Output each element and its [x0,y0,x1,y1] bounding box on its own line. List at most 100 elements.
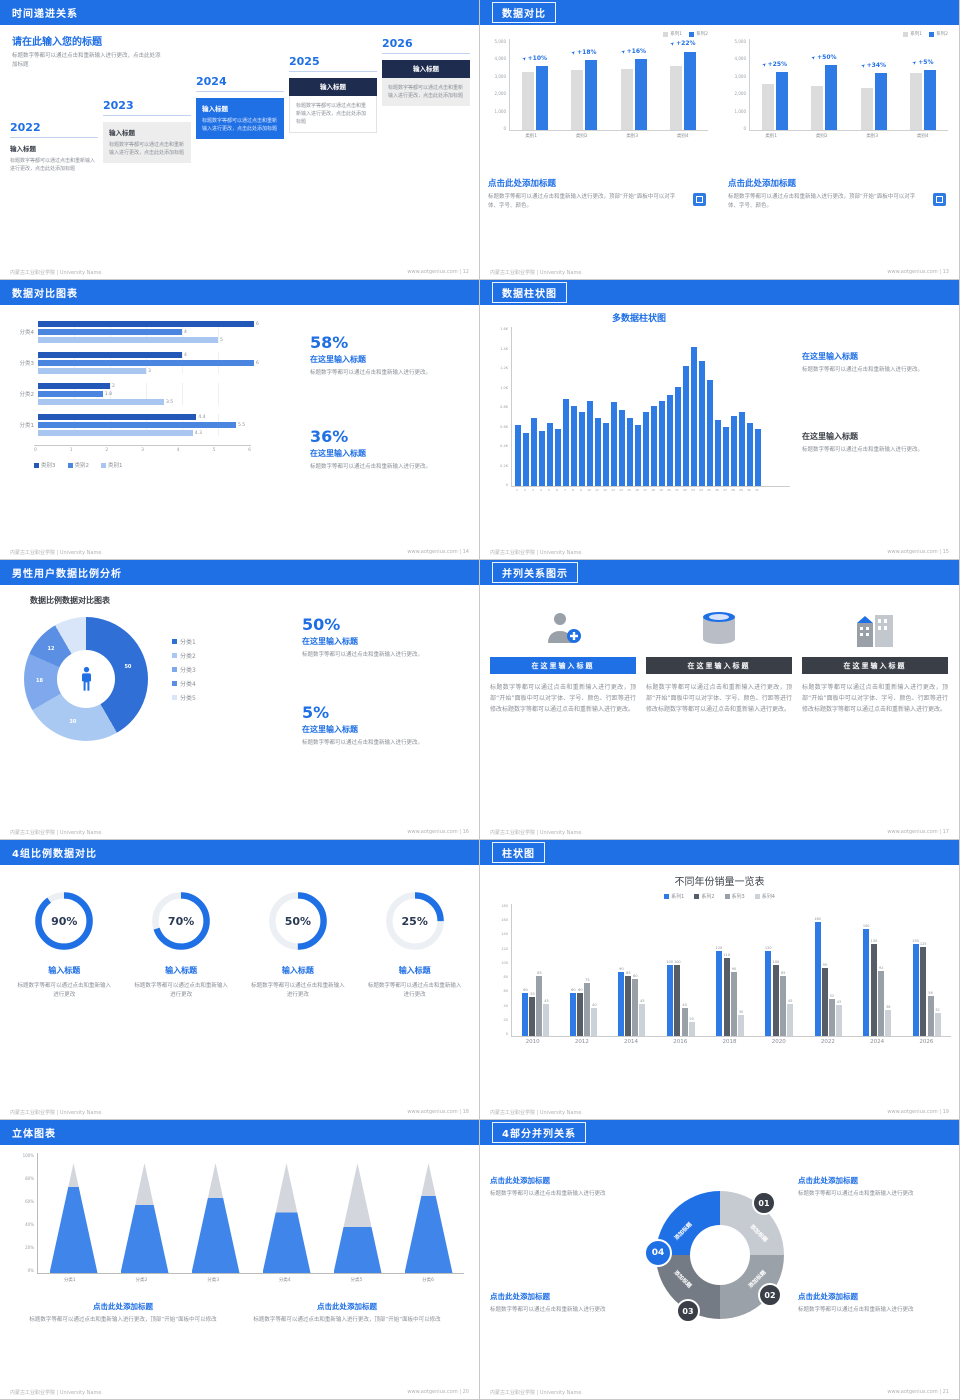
slide-21-four-part-relation[interactable]: 4部分并列关系 添加标题 添加标题 添加标题 添加标题 01 02 03 04 … [480,1120,959,1399]
x-tick-label: 6 [556,488,558,492]
legend-item: 系列1 [663,31,682,37]
slide-15-column-chart[interactable]: 数据柱状图 多数据柱状图 1.6K 1.4K 1.2K 1.0K 0.8K 0.6K 0.4K… [480,280,959,559]
delta-label: ➤+16% [620,48,646,56]
footer-page-number: 19 [942,1109,949,1115]
slide-16-donut-analysis[interactable]: 男性用户数据比例分析 数据比例数据对比图表 50 30 18 12 分类1 分类2 分类3… [0,560,479,839]
timeline-card-title: 输入标题 [289,78,377,97]
delta-label: ➤+5% [912,59,934,67]
stat-percentage: 50% [302,615,341,634]
series2-bar [684,51,697,130]
legend-label: 系列1 [670,32,683,37]
caption-heading: 在这里输入标题 [802,352,858,361]
x-tick-label: 分类5 [350,1278,363,1283]
column-bar [603,423,609,486]
caption-text: 标题数字等都可以通过点击和重新输入进行更改，顶部“开始”面板中可以修改 [253,1317,441,1323]
bar [584,982,591,1036]
x-tick-label: 30 [747,488,751,492]
database-icon [646,601,792,657]
bar-row: 3 [38,368,254,374]
series1-bar [571,70,584,130]
value-label: 4.4 [198,414,206,420]
value-label: 130 [870,938,878,943]
y-tick-label: 1.0K [500,385,508,390]
bar-with-label: 60 [522,988,529,1036]
number-badge-04: 04 [644,1239,672,1267]
footer-page-number: 18 [462,1109,469,1115]
footer-organization: 内蒙古工业职业学院 | University Name [490,269,582,276]
caption-text: 标题数字等都可以通过点击和重新输入进行更改。 [802,367,924,373]
slide-19-grouped-columns[interactable]: 柱状图 不同年份销量一览表 系列1 系列2 系列3 系列4 180 160 140 120 1… [480,840,959,1119]
donut-chart: 50 30 18 12 [24,617,148,741]
slide-body: 添加标题 添加标题 添加标题 添加标题 01 02 03 04 点击此处添加标题… [480,1145,959,1385]
bar-with-label: 120 [765,946,772,1036]
bar-row: 1.8 [38,391,254,397]
bar-with-label: 130 [912,939,919,1036]
series1-bar [860,87,873,130]
x-axis: 1 2 3 4 5 6 7 8 9 10 11 12 13 14 15 16 17 18 19 20 21 22 23 24 2… [511,487,790,492]
y-tick-label: 1.6K [500,327,508,331]
slide-14-comparison-chart[interactable]: 数据对比图表 分类4 6 4 5 分类3 4 6 3 分类2 2 1.8 3.5 分类1 4.4 5.5 4.… [0,280,479,559]
y-tick-label: 2,000 [734,91,746,97]
bar-with-label: 20 [688,1017,695,1036]
legend-label: 分类4 [180,681,196,688]
x-tick-label: 20 [667,488,671,492]
legend-label: 类别1 [108,463,123,469]
bar [737,1014,744,1036]
hbar [38,391,103,397]
stat-heading: 在这里输入标题 [310,449,366,458]
x-tick-label: 2026 [919,1039,934,1045]
slide-header: 男性用户数据比例分析 [0,560,479,585]
x-tick-label: 5 [212,448,216,453]
footer-site-page: www.aotgenius.com | 21 [887,1389,949,1395]
column-text: 标题数字等都可以通过点击和重新输入进行更改，顶部“开始”面板中可以对字体、字号、… [646,684,792,713]
bar [772,964,779,1036]
y-axis: 180 160 140 120 100 80 60 40 20 0 [492,904,511,1036]
value-label: 32 [935,1008,940,1013]
bar-group: 90 85 80 45 [618,967,646,1036]
slide-17-parallel-relations[interactable]: 并列关系图示 在这里输入标题 标题数字等都可以通过点击和重新输入进行更改，顶部“… [480,560,959,839]
timeline-card: 输入标题 标题数字等都可以通过点击和重新输入进行更改，点击此处添加标题 [103,122,191,164]
legend-item: 系列2 [694,893,715,900]
y-tick-label: 100% [22,1153,34,1158]
chart-title: 数据比例数据对比图表 [30,596,110,605]
footer-separator: | [937,829,943,835]
legend-swatch [694,894,700,899]
delta-label: ➤+34% [860,62,886,70]
series1-bar [811,86,824,130]
category-row: 分类4 6 4 5 [10,321,259,343]
category-label: 分类4 [19,330,35,336]
bar-with-label: 32 [934,1008,941,1036]
slide-header: 数据柱状图 [480,280,959,305]
progress-ring: 50% [266,889,330,953]
slide-18-ratio-rings[interactable]: 4组比例数据对比 90% 输入标题 标题数字等都可以通过点击和重新输入进行更改 70%… [0,840,479,1119]
caption-heading: 点击此处添加标题 [317,1302,377,1311]
x-tick-label: 1 [69,448,73,453]
hbar [38,329,182,335]
footer-site-page: www.aotgenius.com | 15 [887,549,949,555]
chart-title: 多数据柱状图 [611,314,666,324]
caption-heading: 点击此处添加标题 [490,1292,550,1301]
bar-with-label: 60 [570,988,577,1036]
slide-13-data-comparison[interactable]: 数据对比 系列1 系列2 5,000 4,000 3,000 2,000 1,000 0 ➤+1… [480,0,959,279]
legend-label: 系列1 [910,32,923,37]
y-tick-label: 2,000 [494,91,506,97]
series1-bar [761,83,774,130]
y-tick-label: 0 [505,1031,508,1036]
legend-label: 分类2 [180,653,196,660]
legend-item: 类别2 [67,461,89,469]
slide-20-cone-chart[interactable]: 立体图表 100% 80% 60% 40% 20% 0% 分类1 分类2 分类3 分类4 分类5 分类… [0,1120,479,1399]
delta-label: ➤+18% [570,49,596,57]
bar-with-label: 100 [666,960,673,1036]
bar-with-label: 90 [730,967,737,1036]
legend-item: 系列4 [754,893,775,900]
category-bars: 2 1.8 3.5 [38,383,254,405]
slide-title: 4部分并列关系 [492,1122,586,1143]
value-label: 120 [715,945,723,950]
category-bars: 4.4 5.5 4.3 [38,414,254,436]
y-tick-label: 0% [27,1268,34,1273]
slide-12-timeline[interactable]: 时间递进关系 请在此输入您的标题 标题数字等都可以通过点击和重新输入进行更改，点… [0,0,479,279]
value-label: 5 [220,337,223,343]
bar-with-label: 75 [584,978,591,1036]
chart-legend: 系列1 系列2 系列3 系列4 [480,893,959,900]
value-label: 130 [912,938,919,943]
